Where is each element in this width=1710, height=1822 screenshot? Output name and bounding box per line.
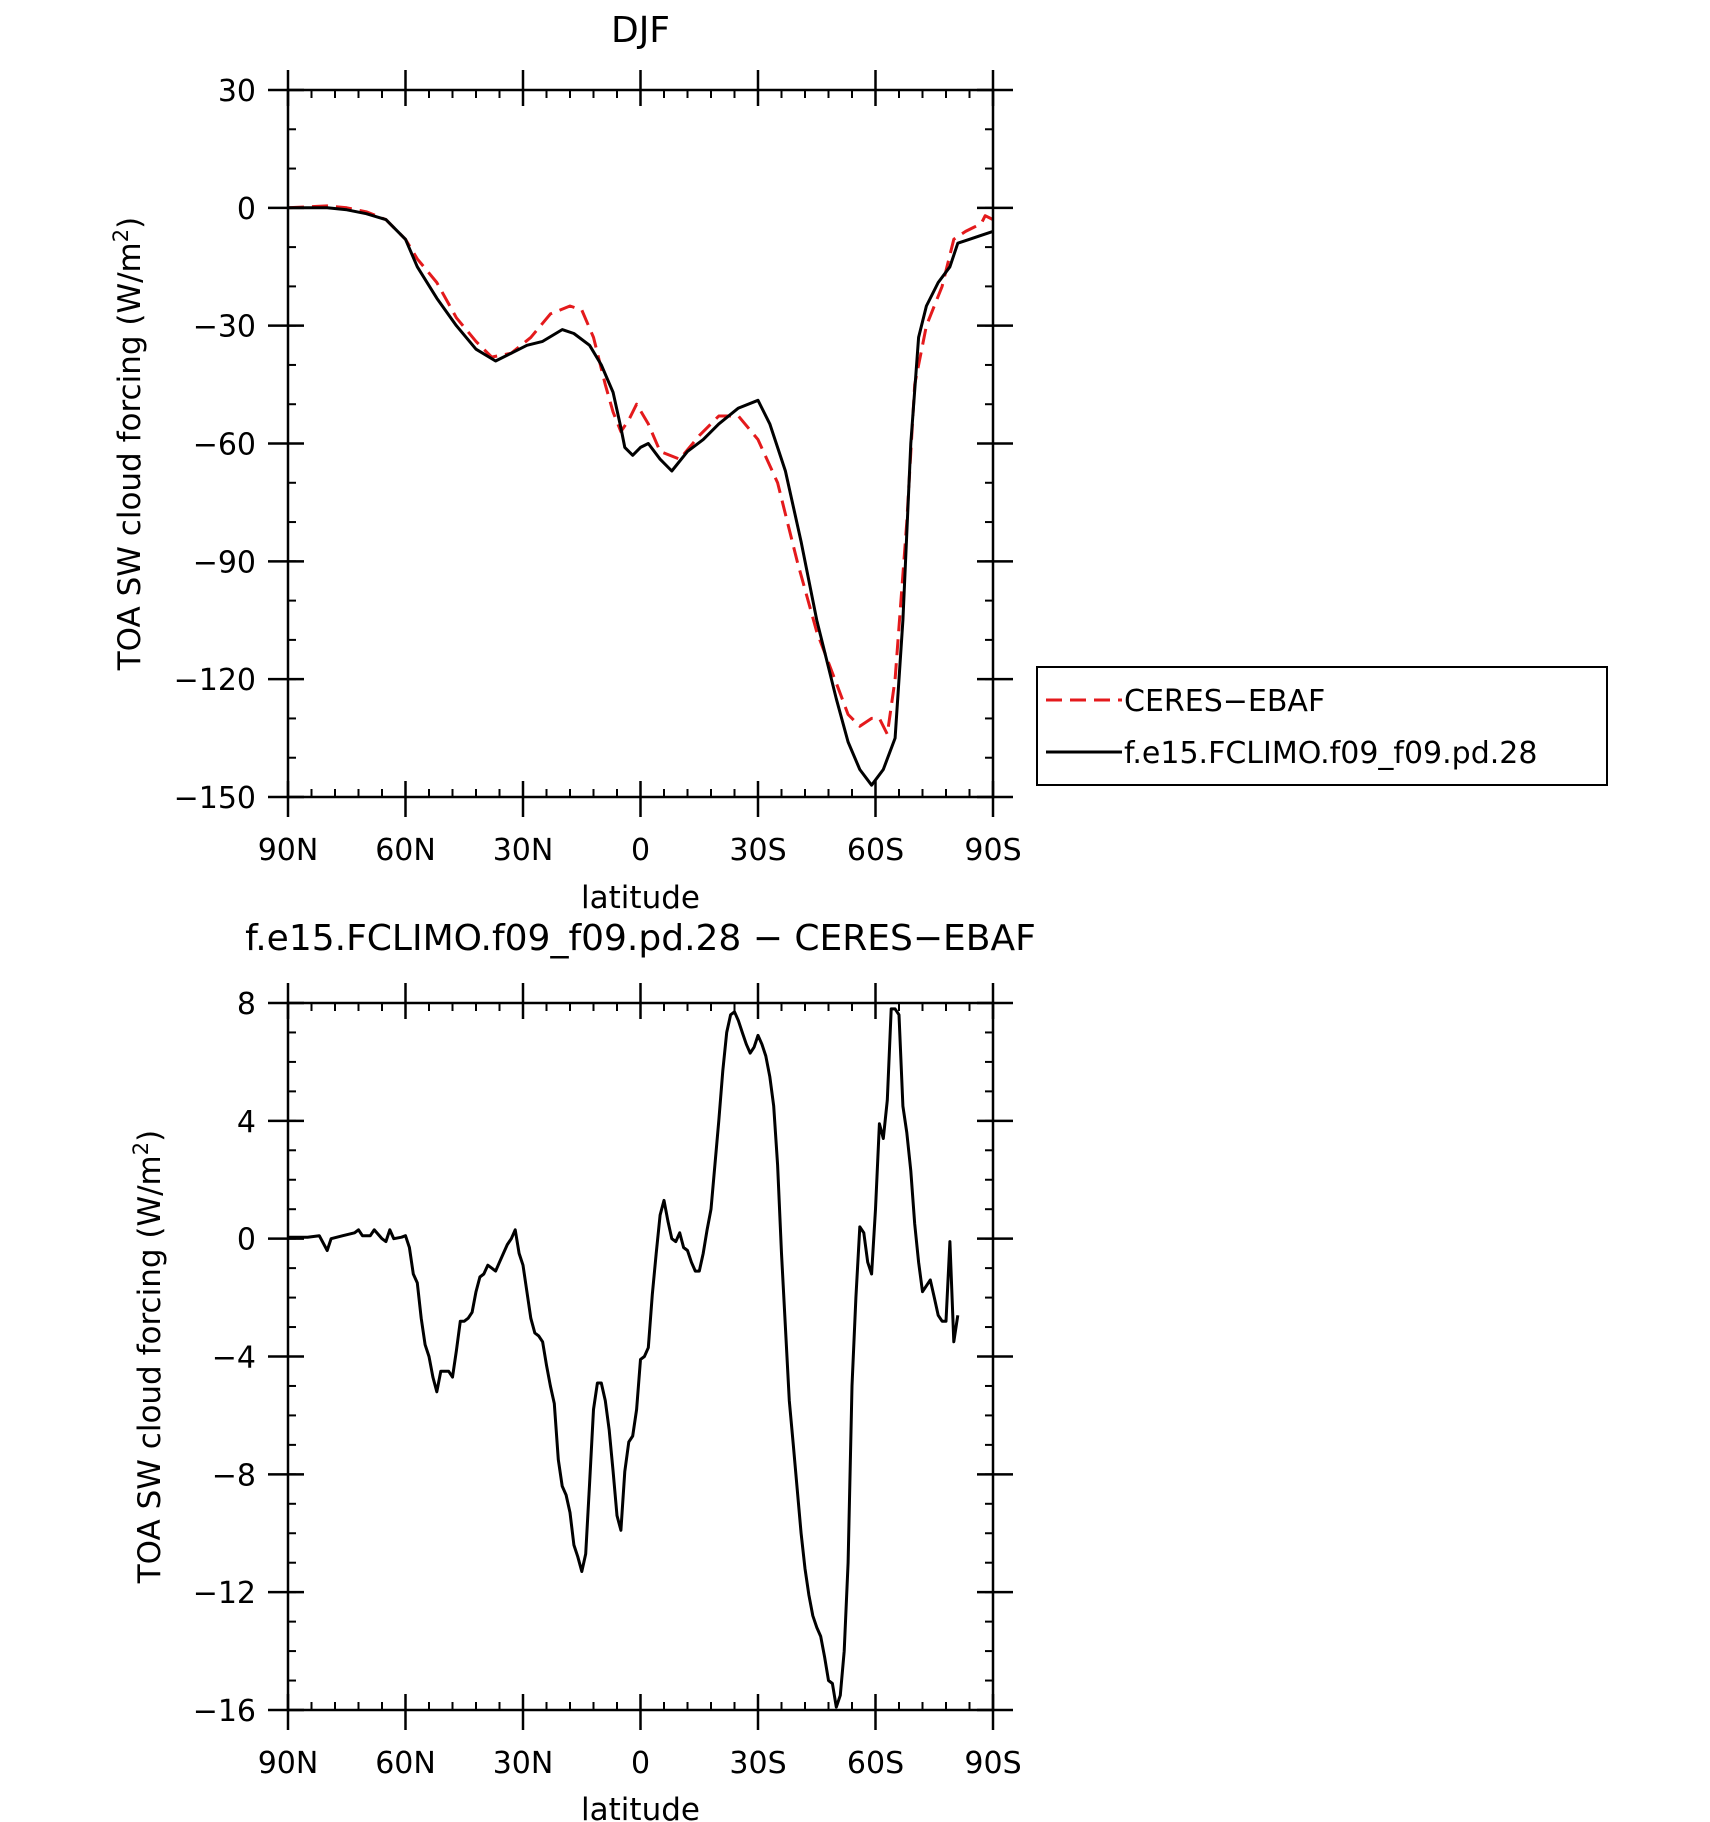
y-tick-label: −30	[193, 310, 256, 345]
x-tick-label: 90N	[258, 1746, 319, 1781]
chart-panel-2: f.e15.FCLIMO.f09_f09.pd.28 − CERES−EBAF 8…	[129, 918, 1036, 1822]
legend-box	[1036, 666, 1608, 786]
y-axis-label-superscript: 2	[109, 229, 133, 242]
x-tick-label: 30S	[729, 1746, 786, 1781]
x-tick-label: 60S	[847, 1746, 904, 1781]
chart-title: DJF	[611, 10, 670, 51]
x-tick-label: 0	[631, 833, 650, 868]
y-tick-label: 0	[237, 1223, 256, 1258]
y-tick-label: −120	[174, 663, 256, 698]
y-tick-label: −4	[212, 1341, 256, 1376]
x-tick-label: 90N	[258, 833, 319, 868]
x-tick-label: 90S	[964, 1746, 1021, 1781]
series-line-1	[288, 1007, 960, 1709]
y-tick-label: −90	[193, 545, 256, 580]
legend: CERES−EBAF f.e15.FCLIMO.f09_f09.pd.28	[1036, 666, 1608, 786]
y-axis-label: TOA SW cloud forcing (W/m2)	[109, 217, 148, 672]
legend-label-1: CERES−EBAF	[1124, 684, 1325, 719]
x-tick-label: 30S	[729, 833, 786, 868]
x-tick-label: 60S	[847, 833, 904, 868]
x-tick-label: 60N	[375, 833, 436, 868]
x-tick-label: 60N	[375, 1746, 436, 1781]
y-tick-label: −12	[193, 1576, 256, 1611]
y-axis-label-end: )	[112, 217, 148, 229]
y-axis-label: TOA SW cloud forcing (W/m2)	[129, 1130, 168, 1585]
x-tick-label: 0	[631, 1746, 650, 1781]
chart-title: f.e15.FCLIMO.f09_f09.pd.28 − CERES−EBAF	[245, 918, 1036, 959]
y-axis-label-text: TOA SW cloud forcing (W/m	[132, 1155, 168, 1584]
y-tick-label: −60	[193, 428, 256, 463]
x-tick-label: 30N	[493, 1746, 554, 1781]
y-tick-label: −150	[174, 781, 256, 816]
plot-frame	[286, 88, 995, 799]
y-tick-label: 30	[218, 74, 256, 109]
x-tick-label: 30N	[493, 833, 554, 868]
y-tick-label: −16	[193, 1694, 256, 1729]
y-axis-label-text: TOA SW cloud forcing (W/m	[112, 242, 148, 671]
legend-label-2: f.e15.FCLIMO.f09_f09.pd.28	[1124, 736, 1537, 771]
x-axis-label: latitude	[581, 880, 700, 916]
y-tick-label: −8	[212, 1458, 256, 1493]
y-tick-label: 8	[237, 987, 256, 1022]
series-line-2	[288, 206, 993, 787]
x-axis-label: latitude	[581, 1792, 700, 1822]
y-tick-label: 4	[237, 1105, 256, 1140]
series-line-1	[288, 204, 993, 736]
y-axis-label-end: )	[132, 1130, 168, 1142]
y-tick-label: 0	[237, 192, 256, 227]
x-tick-label: 90S	[964, 833, 1021, 868]
y-axis-label-superscript: 2	[129, 1142, 153, 1155]
